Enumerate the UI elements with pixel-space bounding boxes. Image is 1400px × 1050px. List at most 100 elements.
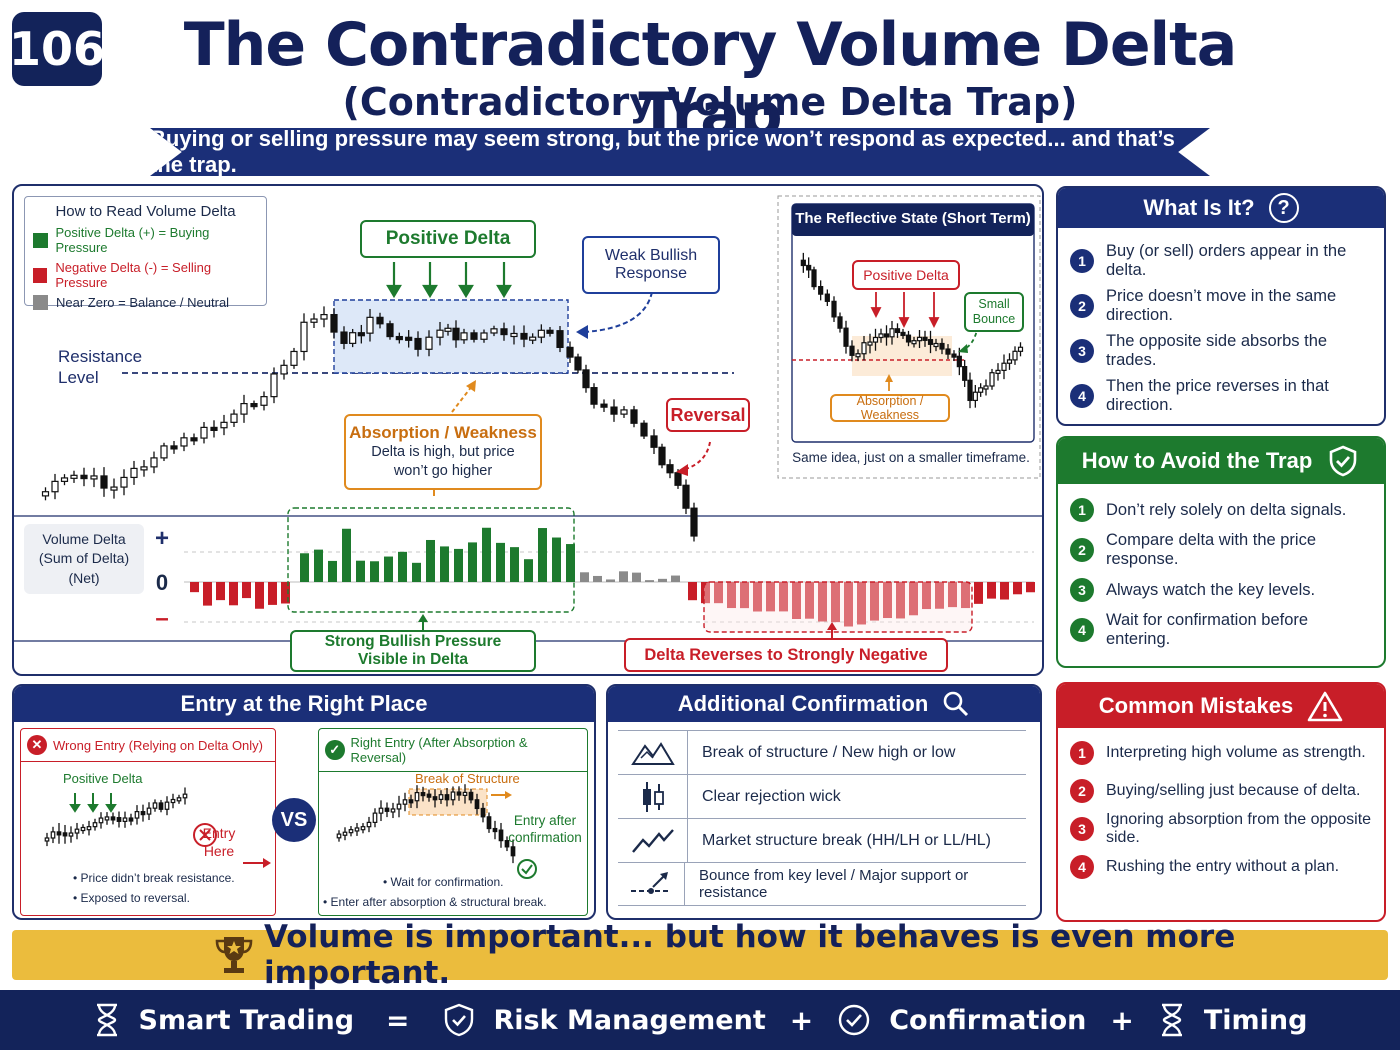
candle-body [110, 486, 118, 491]
delta-bar [593, 575, 602, 582]
delta-bar [753, 582, 762, 612]
candle-body [349, 332, 357, 344]
delta-bar [398, 551, 407, 582]
delta-bar [454, 548, 463, 582]
candle-body [972, 391, 978, 402]
mistake-item: 3 Ignoring absorption from the opposite s… [1070, 810, 1372, 848]
candle-body [444, 794, 450, 801]
volume-delta-axis-box: Volume Delta (Sum of Delta) (Net) [24, 524, 144, 594]
candle-body [92, 822, 98, 828]
mistake-item: 1 Interpreting high volume as strength. [1070, 734, 1372, 772]
candle-body [160, 445, 168, 459]
candle-body [366, 316, 374, 334]
what-is-it-list: 1 Buy (or sell) orders appear in the delt… [1058, 228, 1384, 418]
delta-bar [242, 582, 251, 599]
candle-body [68, 832, 74, 837]
candle-body [80, 826, 86, 832]
delta-bar [216, 582, 225, 601]
reversal-callout: Reversal [666, 398, 750, 432]
formula-risk-management: Risk Management [493, 1004, 766, 1036]
candle-body [390, 808, 396, 813]
candle-body [640, 422, 648, 437]
legend-positive: Positive Delta (+) = Buying Pressure [55, 225, 210, 255]
legend-swatch-positive [33, 232, 48, 248]
delta-bar [792, 582, 801, 619]
candle-body [310, 318, 318, 323]
candle-body [386, 323, 394, 338]
candle-body [444, 327, 452, 332]
candle-body [824, 293, 830, 302]
vs-label: VS [280, 808, 308, 831]
candle-body [610, 406, 618, 415]
volume-delta-legend: How to Read Volume Delta Positive Delta … [24, 196, 267, 310]
candle-body [152, 802, 158, 809]
wrong-positive-delta-label: Positive Delta [63, 771, 143, 786]
candle-body [690, 507, 698, 537]
delta-bar [606, 579, 615, 582]
delta-bar [482, 527, 491, 582]
candle-body [474, 799, 480, 810]
delta-bar [268, 582, 277, 605]
delta-bar [645, 580, 654, 582]
candle-body [425, 336, 433, 350]
candle-body [956, 355, 962, 368]
confirmation-header: Additional Confirmation [608, 686, 1040, 722]
page-title: The Contradictory Volume Delta Trap [183, 10, 1238, 150]
candle-body [70, 474, 78, 479]
magnifier-icon [943, 691, 969, 717]
candle-body [498, 829, 504, 842]
candle-body [806, 264, 812, 271]
delta-bar [701, 582, 710, 604]
mountain-peaks-icon [630, 741, 675, 765]
candle-body [529, 336, 537, 341]
delta-bar [468, 542, 477, 582]
candle-body [939, 342, 945, 350]
quote-bar: Volume is important... but how it behave… [12, 919, 1388, 991]
mistakes-list: 1 Interpreting high volume as strength. 2… [1058, 728, 1384, 886]
candle-body [330, 314, 338, 333]
issue-number-badge: 106 [9, 12, 105, 86]
candle-body [889, 328, 895, 338]
delta-bar [740, 582, 749, 609]
candle-body [86, 826, 92, 831]
confirmation-row: Market structure break (HH/LH or LL/HL) [618, 818, 1026, 862]
candle-body [134, 811, 140, 819]
absorption-title: Absorption / Weakness [349, 423, 537, 443]
vs-badge: VS [272, 798, 316, 842]
wrong-note-2: • Exposed to reversal. [73, 891, 190, 905]
candle-body [56, 831, 62, 836]
delta-bar [987, 582, 996, 599]
delta-bar [566, 544, 575, 582]
reflective-positive-delta-label: Positive Delta [863, 267, 949, 283]
delta-bar [356, 560, 365, 582]
candle-body [62, 832, 68, 837]
delta-bar [1000, 582, 1009, 600]
delta-bar [922, 582, 931, 610]
price-candles [41, 306, 698, 542]
legend-title: How to Read Volume Delta [55, 203, 236, 220]
confirmation-panel: Additional Confirmation Break of structu… [606, 684, 1042, 920]
candle-body [450, 791, 456, 801]
formula-timing: Timing [1203, 1004, 1308, 1036]
mini-candles [800, 252, 1024, 409]
candlestick-icon [642, 781, 664, 812]
candle-body [396, 803, 402, 810]
candle-body [220, 421, 228, 429]
delta-bar [909, 582, 918, 616]
candle-body [855, 353, 861, 358]
what-is-it-title: What Is It? [1143, 195, 1255, 220]
candle-body [164, 801, 170, 810]
hourglass-icon [1161, 1003, 1182, 1037]
delta-bar [961, 582, 970, 609]
candle-body [140, 466, 148, 471]
candle-body [883, 333, 890, 338]
candle-body [176, 797, 182, 802]
candle-body [945, 348, 951, 355]
delta-bar [883, 582, 892, 619]
absorption-callout: Absorption / Weakness Delta is high, but… [344, 414, 542, 490]
main-chart-panel: How to Read Volume Delta Positive Delta … [12, 184, 1044, 676]
candle-body [336, 833, 342, 839]
delta-bar [328, 560, 337, 582]
delta-bar [935, 582, 944, 609]
candle-body [967, 379, 973, 402]
